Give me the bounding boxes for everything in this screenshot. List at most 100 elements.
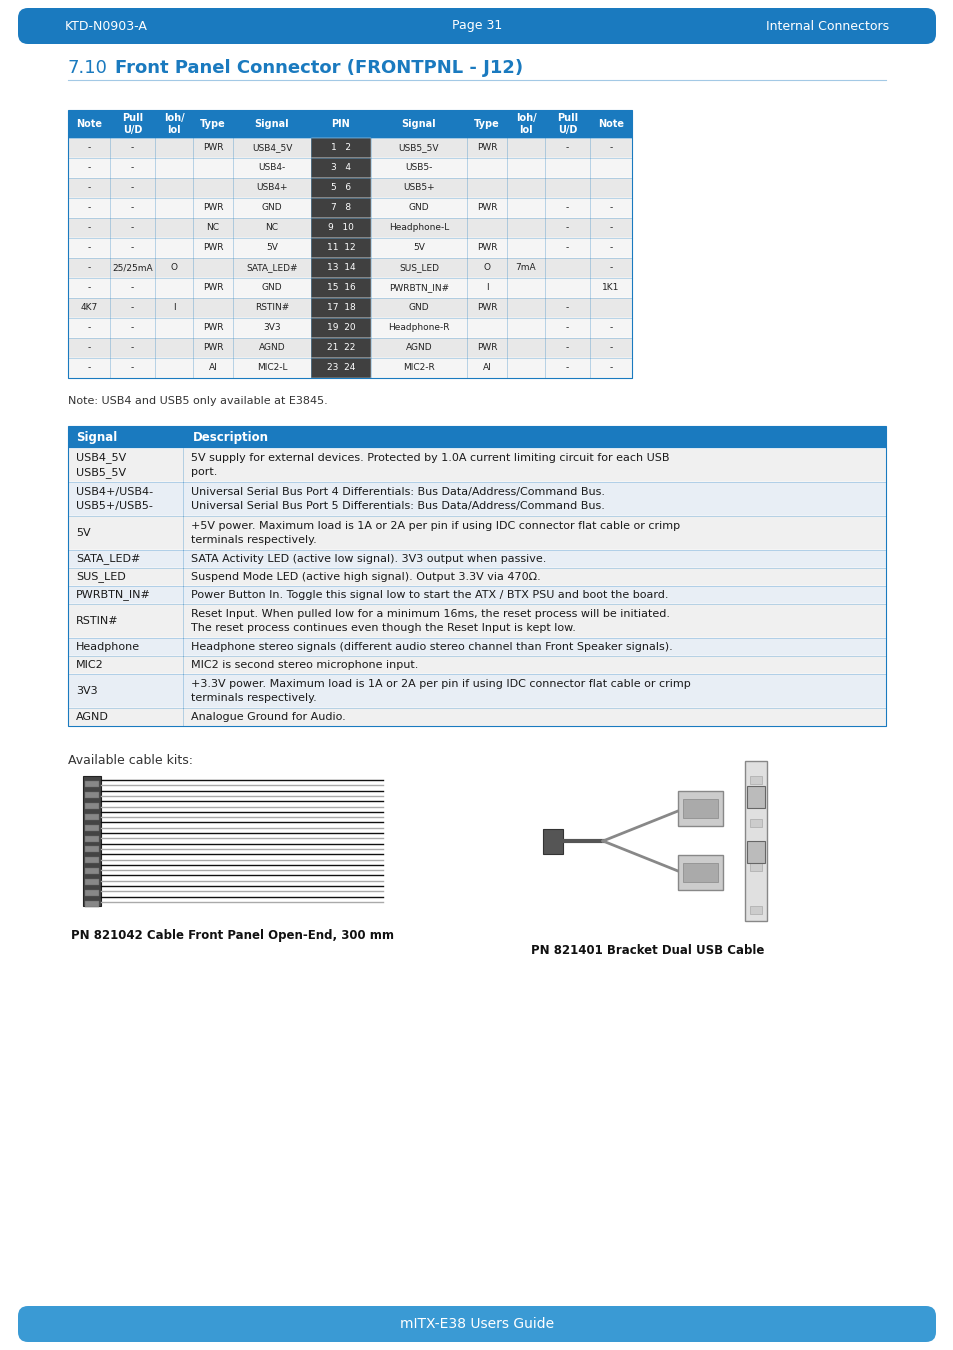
Bar	[311, 358, 371, 378]
Text: Internal Connectors: Internal Connectors	[765, 19, 888, 32]
Text: 7   8: 7 8	[331, 204, 351, 212]
Bar	[749, 906, 761, 914]
Text: -: -	[565, 143, 569, 153]
Text: USB4_5V: USB4_5V	[252, 143, 292, 153]
Text: -: -	[131, 324, 134, 332]
Bar	[68, 674, 885, 707]
Bar	[68, 516, 885, 549]
Text: Description: Description	[193, 431, 269, 444]
Text: Signal: Signal	[401, 119, 436, 130]
Text: Power Button In. Toggle this signal low to start the ATX / BTX PSU and boot the : Power Button In. Toggle this signal low …	[191, 590, 668, 599]
Text: NC: NC	[265, 224, 278, 232]
Bar	[749, 863, 761, 871]
Text: GND: GND	[408, 304, 429, 312]
Text: -: -	[565, 243, 569, 252]
Text: PWR: PWR	[476, 343, 497, 352]
Text: 23  24: 23 24	[327, 363, 355, 373]
Bar	[68, 358, 631, 378]
Text: PIN: PIN	[332, 119, 350, 130]
Text: 19  20: 19 20	[326, 324, 355, 332]
Text: -: -	[565, 363, 569, 373]
Bar	[746, 786, 764, 809]
Text: Signal: Signal	[76, 431, 117, 444]
Text: PWR: PWR	[476, 304, 497, 312]
Bar	[85, 836, 99, 841]
Bar	[311, 338, 371, 358]
Bar	[68, 639, 885, 656]
Text: 5V: 5V	[413, 243, 424, 252]
Bar	[68, 482, 885, 516]
Text: Note: USB4 and USB5 only available at E3845.: Note: USB4 and USB5 only available at E3…	[68, 396, 328, 406]
Text: -: -	[131, 204, 134, 212]
Text: +5V power. Maximum load is 1A or 2A per pin if using IDC connector flat cable or: +5V power. Maximum load is 1A or 2A per …	[191, 521, 679, 544]
Text: 5V supply for external devices. Protected by 1.0A current limiting circuit for e: 5V supply for external devices. Protecte…	[191, 454, 669, 477]
Bar	[749, 776, 761, 784]
Text: I: I	[172, 304, 175, 312]
Bar	[678, 855, 722, 890]
Text: MIC2: MIC2	[76, 660, 104, 670]
Text: Analogue Ground for Audio.: Analogue Ground for Audio.	[191, 711, 345, 722]
Bar	[682, 863, 718, 882]
Text: +3.3V power. Maximum load is 1A or 2A per pin if using IDC connector flat cable : +3.3V power. Maximum load is 1A or 2A pe…	[191, 679, 690, 702]
Text: USB4-: USB4-	[258, 163, 285, 173]
Text: O: O	[483, 263, 490, 273]
Text: USB4+/USB4-
USB5+/USB5-: USB4+/USB4- USB5+/USB5-	[76, 487, 153, 510]
Text: Headphone: Headphone	[76, 643, 140, 652]
Text: I: I	[485, 284, 488, 293]
Text: Ioh/
Iol: Ioh/ Iol	[164, 113, 184, 135]
Text: AGND: AGND	[405, 343, 432, 352]
Text: 15  16: 15 16	[326, 284, 355, 293]
Bar	[68, 217, 631, 238]
Text: -: -	[609, 363, 612, 373]
FancyBboxPatch shape	[18, 1305, 935, 1342]
FancyBboxPatch shape	[18, 8, 935, 45]
Text: AGND: AGND	[258, 343, 285, 352]
Text: Available cable kits:: Available cable kits:	[68, 755, 193, 767]
Text: -: -	[131, 143, 134, 153]
Text: RSTIN#: RSTIN#	[254, 304, 289, 312]
Text: 7.10: 7.10	[68, 59, 108, 77]
Text: Headphone-R: Headphone-R	[388, 324, 449, 332]
Text: KTD-N0903-A: KTD-N0903-A	[65, 19, 148, 32]
Bar	[311, 178, 371, 198]
Text: -: -	[88, 363, 91, 373]
Bar	[85, 857, 99, 864]
Text: Universal Serial Bus Port 4 Differentials: Bus Data/Address/Command Bus.
Univers: Universal Serial Bus Port 4 Differential…	[191, 487, 604, 510]
Text: PWR: PWR	[476, 204, 497, 212]
Text: 9   10: 9 10	[328, 224, 354, 232]
Text: USB4+: USB4+	[256, 184, 288, 193]
Bar	[311, 217, 371, 238]
Text: 5V: 5V	[266, 243, 277, 252]
Text: 7mA: 7mA	[516, 263, 536, 273]
Bar	[85, 846, 99, 852]
Text: -: -	[609, 224, 612, 232]
Text: -: -	[131, 284, 134, 293]
Bar	[85, 879, 99, 886]
Text: Headphone-L: Headphone-L	[389, 224, 449, 232]
Bar	[68, 238, 631, 258]
Text: -: -	[609, 204, 612, 212]
Bar	[68, 656, 885, 674]
Bar	[68, 448, 885, 482]
Text: PWR: PWR	[476, 143, 497, 153]
Bar	[83, 776, 101, 906]
Text: mITX-E38 Users Guide: mITX-E38 Users Guide	[399, 1318, 554, 1331]
Bar	[85, 868, 99, 875]
Bar	[542, 829, 562, 853]
Bar	[68, 338, 631, 358]
Text: USB5_5V: USB5_5V	[398, 143, 438, 153]
Text: -: -	[88, 184, 91, 193]
Bar	[85, 900, 99, 907]
Text: SUS_LED: SUS_LED	[76, 571, 126, 582]
Text: MIC2 is second stereo microphone input.: MIC2 is second stereo microphone input.	[191, 660, 418, 670]
Text: -: -	[131, 184, 134, 193]
Text: Pull
U/D: Pull U/D	[122, 113, 143, 135]
Text: NC: NC	[206, 224, 219, 232]
Text: 21  22: 21 22	[327, 343, 355, 352]
Bar	[311, 198, 371, 217]
Text: PWR: PWR	[476, 243, 497, 252]
Text: -: -	[88, 224, 91, 232]
Text: 5   6: 5 6	[331, 184, 351, 193]
Bar	[68, 158, 631, 178]
Text: 25/25mA: 25/25mA	[112, 263, 152, 273]
